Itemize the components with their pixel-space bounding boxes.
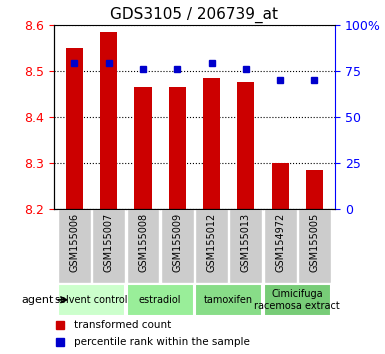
- Text: GSM155013: GSM155013: [241, 213, 251, 272]
- Text: percentile rank within the sample: percentile rank within the sample: [74, 337, 249, 347]
- Text: GSM155007: GSM155007: [104, 213, 114, 272]
- Title: GDS3105 / 206739_at: GDS3105 / 206739_at: [110, 7, 278, 23]
- Bar: [169, 87, 186, 209]
- FancyBboxPatch shape: [58, 209, 91, 283]
- FancyBboxPatch shape: [264, 209, 296, 283]
- FancyBboxPatch shape: [127, 209, 159, 283]
- Bar: [271, 163, 289, 209]
- FancyBboxPatch shape: [127, 284, 194, 316]
- Bar: [237, 82, 254, 209]
- FancyBboxPatch shape: [161, 209, 194, 283]
- Text: GSM154972: GSM154972: [275, 213, 285, 272]
- Bar: [100, 32, 117, 209]
- FancyBboxPatch shape: [264, 284, 331, 316]
- Bar: [66, 48, 83, 209]
- FancyBboxPatch shape: [92, 209, 125, 283]
- Text: GSM155005: GSM155005: [310, 213, 320, 272]
- Text: tamoxifen: tamoxifen: [204, 295, 253, 305]
- Text: transformed count: transformed count: [74, 320, 171, 330]
- Text: estradiol: estradiol: [139, 295, 181, 305]
- Bar: [203, 78, 220, 209]
- Text: GSM155006: GSM155006: [69, 213, 79, 272]
- Bar: [306, 170, 323, 209]
- Text: GSM155008: GSM155008: [138, 213, 148, 272]
- FancyBboxPatch shape: [58, 284, 125, 316]
- FancyBboxPatch shape: [195, 284, 262, 316]
- FancyBboxPatch shape: [195, 209, 228, 283]
- Text: GSM155009: GSM155009: [172, 213, 182, 272]
- FancyBboxPatch shape: [229, 209, 262, 283]
- FancyBboxPatch shape: [298, 209, 331, 283]
- Text: Cimicifuga
racemosa extract: Cimicifuga racemosa extract: [254, 289, 340, 310]
- Text: GSM155012: GSM155012: [207, 213, 216, 272]
- Bar: [134, 87, 152, 209]
- Text: agent: agent: [22, 295, 54, 305]
- Text: solvent control: solvent control: [55, 295, 128, 305]
